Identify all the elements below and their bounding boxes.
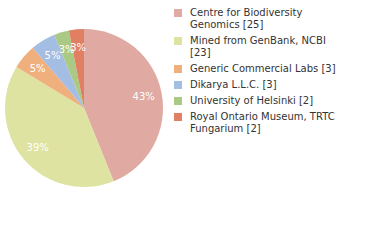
legend-label: University of Helsinki [2] xyxy=(190,95,313,106)
pie-slice xyxy=(69,29,84,108)
data-label: 43% xyxy=(133,91,155,102)
data-label: 3% xyxy=(70,42,86,53)
legend: Centre for BiodiversityGenomics [25] Mine… xyxy=(174,7,336,134)
legend-swatch xyxy=(174,9,182,17)
legend-swatch xyxy=(174,65,182,73)
legend-label: Royal Ontario Museum, TRTCFungarium [2] xyxy=(190,111,335,134)
legend-label: Centre for BiodiversityGenomics [25] xyxy=(190,7,303,30)
legend-label: Dikarya L.L.C. [3] xyxy=(190,79,277,90)
legend-swatch xyxy=(174,37,182,45)
legend-label: Generic Commercial Labs [3] xyxy=(190,63,336,74)
legend-swatch xyxy=(174,81,182,89)
legend-swatch xyxy=(174,97,182,105)
data-label: 39% xyxy=(27,142,49,153)
legend-swatch xyxy=(174,113,182,121)
data-labels: 43%39%5%5%3%3% xyxy=(27,42,155,153)
data-label: 5% xyxy=(30,63,46,74)
chart: 43%39%5%5%3%3%Centre for BiodiversityGen… xyxy=(0,0,380,240)
pie xyxy=(5,29,163,187)
legend-label: Mined from GenBank, NCBI[23] xyxy=(190,35,326,58)
